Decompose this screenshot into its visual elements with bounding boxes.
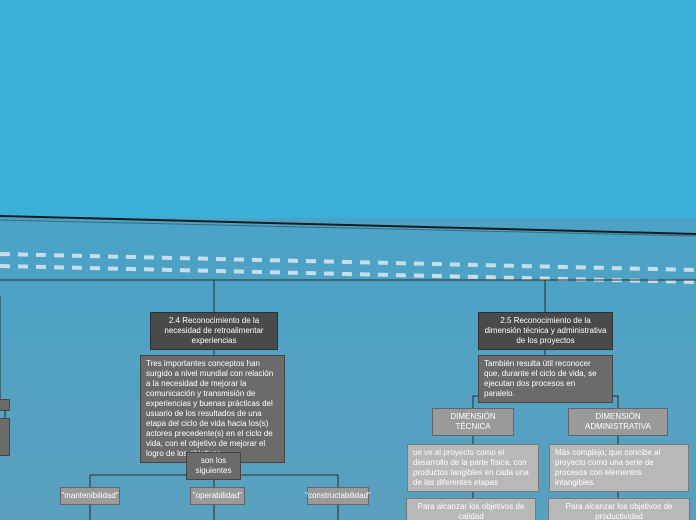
node-label: 2.4 Reconocimiento de la necesidad de re… [156,316,272,346]
node-n24b[interactable]: Tres importantes conceptos han surgido a… [140,355,285,463]
node-n24[interactable]: 2.4 Reconocimiento de la necesidad de re… [150,312,278,350]
node-dtec[interactable]: DIMENSIÓN TÉCNICA [432,408,514,436]
node-sideB[interactable]: o: política, sos, [0,418,10,456]
node-obj2[interactable]: Para alcanzar los objetivos de productiv… [548,498,690,520]
node-label: 2.5 Reconocimiento de la dimensión técni… [484,316,607,346]
background-svg [0,0,696,520]
node-oper[interactable]: "operabilidad" [190,487,245,505]
node-n25b[interactable]: También resulta útil reconocer que, dura… [478,355,613,403]
node-label: También resulta útil reconocer que, dura… [484,359,607,399]
node-label: "operabilidad" [193,491,242,501]
node-n25[interactable]: 2.5 Reconocimiento de la dimensión técni… [478,312,613,350]
node-label: Para alcanzar los objetivos de calidad [412,502,530,520]
node-label: ue ve al proyecto como el desarrollo de … [413,448,533,488]
node-label: Más complejo, que concibe al proyecto co… [555,448,683,488]
node-label: Para alcanzar los objetivos de productiv… [554,502,684,520]
node-cons[interactable]: "constructabilidad" [307,487,369,505]
node-dadm[interactable]: DIMENSIÓN ADMINISTRATIVA [568,408,668,436]
node-sideA[interactable] [0,399,10,411]
node-label: "constructabilidad" [305,491,371,501]
node-label: son los siguientes [192,456,235,476]
node-obj1[interactable]: Para alcanzar los objetivos de calidad [406,498,536,520]
node-dadm2[interactable]: Más complejo, que concibe al proyecto co… [549,444,689,492]
node-label: DIMENSIÓN TÉCNICA [438,412,508,432]
node-n24c[interactable]: son los siguientes [186,452,241,480]
node-dtec2[interactable]: ue ve al proyecto como el desarrollo de … [407,444,539,492]
node-label: Tres importantes conceptos han surgido a… [146,359,279,459]
node-label: "mantenibilidad" [61,491,118,501]
node-label: DIMENSIÓN ADMINISTRATIVA [574,412,662,432]
node-mant[interactable]: "mantenibilidad" [60,487,120,505]
diagram-canvas: 2.4 Reconocimiento de la necesidad de re… [0,0,696,520]
